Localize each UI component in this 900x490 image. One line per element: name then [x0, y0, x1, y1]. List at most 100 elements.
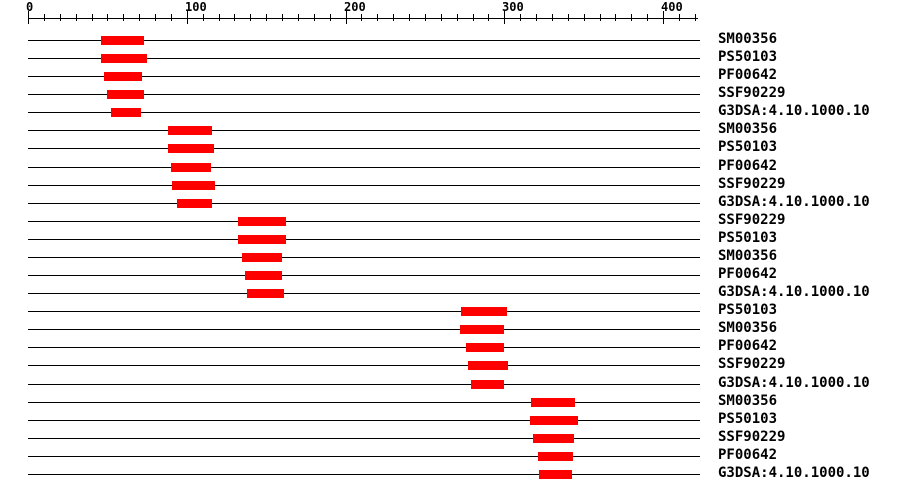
domain-match-bar — [242, 253, 282, 262]
protein-backbone-line — [28, 420, 700, 421]
protein-backbone-line — [28, 167, 700, 168]
x-axis-major-tick — [187, 11, 188, 24]
signature-label: PF00642 — [718, 338, 778, 354]
domain-match-bar — [533, 434, 574, 443]
protein-backbone-line — [28, 402, 700, 403]
domain-match-bar — [111, 108, 141, 117]
signature-label: PS50103 — [718, 411, 778, 427]
x-axis-minor-tick — [552, 14, 553, 21]
x-axis-minor-tick — [155, 14, 156, 21]
x-axis-minor-tick — [631, 14, 632, 21]
domain-match-bar — [466, 343, 504, 352]
domain-match-bar — [171, 163, 211, 172]
x-axis-tick-label: 300 — [502, 0, 524, 14]
x-axis-minor-tick — [92, 14, 93, 21]
x-axis-minor-tick — [60, 14, 61, 21]
signature-label: G3DSA:4.10.1000.10 — [718, 284, 870, 300]
signature-label: SSF90229 — [718, 212, 786, 228]
x-axis-minor-tick — [266, 14, 267, 21]
x-axis-major-tick — [346, 11, 347, 24]
x-axis-minor-tick — [123, 14, 124, 21]
signature-label: G3DSA:4.10.1000.10 — [718, 194, 870, 210]
x-axis-tick-label: 400 — [661, 0, 683, 14]
domain-match-bar — [172, 181, 215, 190]
protein-backbone-line — [28, 438, 700, 439]
x-axis-minor-tick — [520, 14, 521, 21]
domain-match-bar — [168, 144, 214, 153]
signature-label: SM00356 — [718, 320, 778, 336]
x-axis-minor-tick — [203, 14, 204, 21]
x-axis-minor-tick — [584, 14, 585, 21]
x-axis-minor-tick — [171, 14, 172, 21]
x-axis-minor-tick — [473, 14, 474, 21]
x-axis-minor-tick — [234, 14, 235, 21]
protein-backbone-line — [28, 239, 700, 240]
protein-backbone-line — [28, 311, 700, 312]
x-axis-minor-tick — [361, 14, 362, 21]
protein-backbone-line — [28, 185, 700, 186]
signature-label: PS50103 — [718, 230, 778, 246]
signature-label: SM00356 — [718, 393, 778, 409]
signature-label: PS50103 — [718, 49, 778, 65]
x-axis-minor-tick — [409, 14, 410, 21]
x-axis-minor-tick — [441, 14, 442, 21]
x-axis-minor-tick — [76, 14, 77, 21]
protein-backbone-line — [28, 221, 700, 222]
x-axis-minor-tick — [250, 14, 251, 21]
domain-match-bar — [101, 36, 144, 45]
signature-label: SM00356 — [718, 31, 778, 47]
domain-match-bar — [538, 452, 573, 461]
domain-match-bar — [460, 325, 504, 334]
protein-backbone-line — [28, 365, 700, 366]
x-axis-minor-tick — [536, 14, 537, 21]
x-axis-minor-tick — [282, 14, 283, 21]
x-axis-tick-label: 100 — [185, 0, 207, 14]
signature-label: PS50103 — [718, 302, 778, 318]
protein-backbone-line — [28, 40, 700, 41]
domain-match-bar — [530, 416, 578, 425]
domain-match-bar — [245, 271, 282, 280]
x-axis-minor-tick — [139, 14, 140, 21]
domain-match-bar — [238, 235, 286, 244]
protein-backbone-line — [28, 384, 700, 385]
signature-label: SM00356 — [718, 121, 778, 137]
x-axis-minor-tick — [615, 14, 616, 21]
x-axis-minor-tick — [219, 14, 220, 21]
domain-match-bar — [471, 380, 504, 389]
x-axis-minor-tick — [695, 14, 696, 21]
x-axis-minor-tick — [457, 14, 458, 21]
x-axis-minor-tick — [298, 14, 299, 21]
x-axis-minor-tick — [44, 14, 45, 21]
x-axis-minor-tick — [647, 14, 648, 21]
protein-backbone-line — [28, 456, 700, 457]
signature-label: PF00642 — [718, 266, 778, 282]
domain-match-bar — [238, 217, 286, 226]
domain-match-bar — [531, 398, 575, 407]
x-axis-tick-label: 0 — [26, 0, 34, 14]
x-axis-minor-tick — [393, 14, 394, 21]
signature-label: PF00642 — [718, 67, 778, 83]
domain-match-bar — [539, 470, 572, 479]
x-axis-minor-tick — [377, 14, 378, 21]
domain-match-bar — [177, 199, 212, 208]
domain-match-bar — [107, 90, 144, 99]
signature-label: G3DSA:4.10.1000.10 — [718, 103, 870, 119]
x-axis-minor-tick — [107, 14, 108, 21]
x-axis-tick-label: 200 — [344, 0, 366, 14]
x-axis-minor-tick — [600, 14, 601, 21]
signature-label: PS50103 — [718, 139, 778, 155]
signature-label: G3DSA:4.10.1000.10 — [718, 375, 870, 391]
protein-backbone-line — [28, 474, 700, 475]
protein-backbone-line — [28, 112, 700, 113]
protein-backbone-line — [28, 76, 700, 77]
signature-label: SSF90229 — [718, 429, 786, 445]
x-axis-minor-tick — [314, 14, 315, 21]
x-axis-minor-tick — [679, 14, 680, 21]
domain-match-bar — [468, 361, 508, 370]
protein-backbone-line — [28, 94, 700, 95]
protein-backbone-line — [28, 130, 700, 131]
x-axis-line — [28, 18, 698, 19]
protein-backbone-line — [28, 257, 700, 258]
protein-backbone-line — [28, 275, 700, 276]
